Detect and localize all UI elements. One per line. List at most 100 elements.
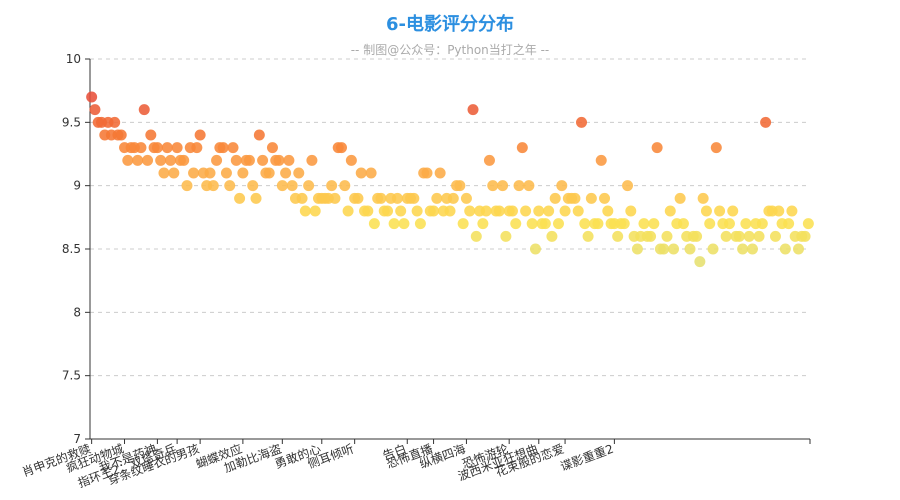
data-point[interactable] [329,192,341,204]
data-point[interactable] [529,243,541,255]
data-point[interactable] [243,154,255,166]
data-point[interactable] [559,205,571,217]
data-point[interactable] [756,218,768,230]
data-point[interactable] [516,142,528,154]
data-point[interactable] [109,116,121,128]
data-point[interactable] [434,167,446,179]
data-point[interactable] [86,91,98,103]
data-point[interactable] [740,218,752,230]
data-point[interactable] [283,154,295,166]
data-point[interactable] [658,243,670,255]
data-point[interactable] [723,218,735,230]
data-point[interactable] [336,142,348,154]
data-point[interactable] [592,218,604,230]
data-point[interactable] [454,180,466,192]
data-point[interactable] [391,192,403,204]
data-point[interactable] [579,218,591,230]
data-point[interactable] [727,205,739,217]
data-point[interactable] [786,205,798,217]
data-point[interactable] [467,104,479,116]
data-point[interactable] [497,180,509,192]
data-point[interactable] [395,205,407,217]
data-point[interactable] [520,205,532,217]
data-point[interactable] [457,218,469,230]
data-point[interactable] [204,167,216,179]
data-point[interactable] [543,205,555,217]
data-point[interactable] [355,167,367,179]
data-point[interactable] [142,154,154,166]
data-point[interactable] [513,180,525,192]
data-point[interactable] [599,192,611,204]
data-point[interactable] [612,230,624,242]
data-point[interactable] [704,218,716,230]
data-point[interactable] [464,205,476,217]
data-point[interactable] [753,230,765,242]
data-point[interactable] [802,218,814,230]
data-point[interactable] [309,205,321,217]
data-point[interactable] [625,205,637,217]
data-point[interactable] [89,104,101,116]
data-point[interactable] [523,180,535,192]
data-point[interactable] [569,192,581,204]
data-point[interactable] [299,205,311,217]
data-point[interactable] [191,142,203,154]
data-point[interactable] [661,230,673,242]
data-point[interactable] [546,230,558,242]
data-point[interactable] [477,218,489,230]
data-point[interactable] [618,218,630,230]
data-point[interactable] [247,180,259,192]
data-point[interactable] [760,116,772,128]
data-point[interactable] [145,129,157,141]
data-point[interactable] [572,205,584,217]
data-point[interactable] [431,192,443,204]
data-point[interactable] [552,218,564,230]
data-point[interactable] [421,167,433,179]
data-point[interactable] [792,243,804,255]
data-point[interactable] [368,218,380,230]
data-point[interactable] [303,180,315,192]
data-point[interactable] [352,192,364,204]
data-point[interactable] [365,167,377,179]
data-point[interactable] [293,167,305,179]
data-point[interactable] [648,218,660,230]
data-point[interactable] [306,154,318,166]
data-point[interactable] [296,192,308,204]
data-point[interactable] [257,154,269,166]
data-point[interactable] [585,192,597,204]
data-point[interactable] [470,230,482,242]
data-point[interactable] [510,218,522,230]
data-point[interactable] [280,167,292,179]
data-point[interactable] [539,218,551,230]
data-point[interactable] [253,129,265,141]
data-point[interactable] [342,205,354,217]
data-point[interactable] [339,180,351,192]
data-point[interactable] [165,154,177,166]
data-point[interactable] [743,230,755,242]
data-point[interactable] [506,205,518,217]
data-point[interactable] [211,154,223,166]
data-point[interactable] [273,154,285,166]
data-point[interactable] [135,142,147,154]
data-point[interactable] [799,230,811,242]
data-point[interactable] [582,230,594,242]
data-point[interactable] [444,205,456,217]
data-point[interactable] [556,180,568,192]
data-point[interactable] [714,205,726,217]
data-point[interactable] [263,167,275,179]
data-point[interactable] [493,205,505,217]
data-point[interactable] [691,230,703,242]
data-point[interactable] [707,243,719,255]
data-point[interactable] [549,192,561,204]
data-point[interactable] [230,154,242,166]
data-point[interactable] [207,180,219,192]
data-point[interactable] [178,154,190,166]
data-point[interactable] [138,104,150,116]
data-point[interactable] [286,180,298,192]
data-point[interactable] [326,180,338,192]
data-point[interactable] [783,218,795,230]
data-point[interactable] [382,205,394,217]
data-point[interactable] [526,218,538,230]
data-point[interactable] [651,142,663,154]
data-point[interactable] [645,230,657,242]
data-point[interactable] [638,218,650,230]
